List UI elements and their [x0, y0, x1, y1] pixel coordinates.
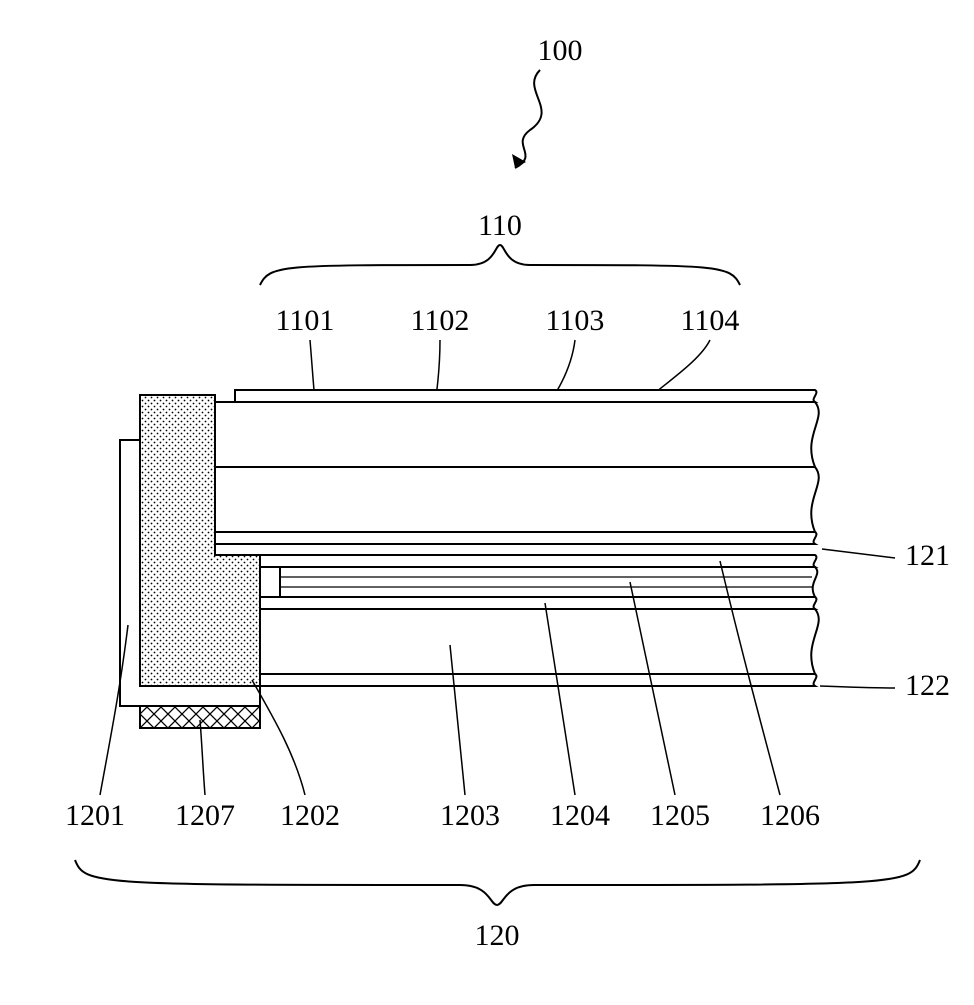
sublabel-1207: 1207 [175, 799, 235, 832]
group-110-label: 110 [478, 209, 522, 242]
layer-1203 [260, 609, 819, 674]
layer-1101 [215, 532, 816, 544]
sublabel-1203: 1203 [440, 799, 500, 832]
sublabel-1205: 1205 [650, 799, 710, 832]
assembly-leader [515, 70, 542, 168]
sublabel-1206: 1206 [760, 799, 820, 832]
group-120-brace [75, 860, 920, 905]
layer-1204 [260, 597, 816, 609]
sublabel-1102: 1102 [411, 304, 470, 337]
assembly-label: 100 [538, 34, 583, 67]
leader-1104 [650, 340, 710, 397]
sublabel-1101: 1101 [276, 304, 335, 337]
group-110-brace [260, 245, 740, 285]
layer-1206 [260, 555, 816, 567]
layer-1103 [215, 402, 819, 467]
sublabel-1103: 1103 [546, 304, 605, 337]
sublabel-1202: 1202 [280, 799, 340, 832]
diagram-root: 100 110 1101 1102 1103 1104 121 122 1201 [0, 0, 974, 1000]
group-120-label: 120 [475, 919, 520, 952]
sublabel-1104: 1104 [681, 304, 740, 337]
sublabel-1204: 1204 [550, 799, 610, 832]
layer-1104 [235, 390, 816, 402]
layer-1205 [280, 567, 817, 597]
leader-122 [820, 686, 895, 688]
layer-1102 [215, 467, 819, 532]
layer-1202-bottom [260, 674, 816, 686]
leader-1207 [200, 720, 205, 795]
sublabel-122: 122 [905, 669, 950, 702]
sublabel-1201: 1201 [65, 799, 125, 832]
sublabel-121: 121 [905, 539, 950, 572]
leader-121 [822, 549, 895, 558]
